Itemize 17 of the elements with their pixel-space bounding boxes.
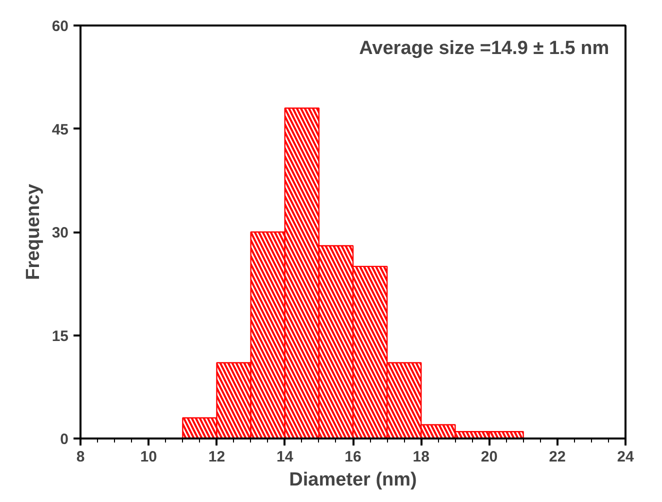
x-tick-label: 10 — [140, 448, 157, 466]
y-axis-title: Frequency — [22, 184, 44, 280]
x-tick-label: 12 — [208, 448, 226, 466]
x-tick-label: 16 — [344, 448, 362, 466]
x-tick-label: 14 — [276, 448, 294, 466]
y-tick-label: 15 — [52, 328, 69, 345]
x-tick-label: 8 — [76, 448, 85, 466]
y-tick-label: 45 — [52, 121, 69, 138]
x-tick-label: 18 — [412, 448, 430, 466]
y-tick-label: 0 — [60, 431, 68, 448]
annotation: Average size =14.9 ± 1.5 nm — [359, 38, 610, 59]
x-axis-title: Diameter (nm) — [289, 470, 417, 490]
y-tick-label: 60 — [52, 18, 69, 35]
x-tick-label: 20 — [480, 448, 498, 466]
x-tick-label: 22 — [549, 448, 566, 466]
x-tick-label: 24 — [617, 448, 634, 466]
y-tick-label: 30 — [52, 224, 69, 242]
